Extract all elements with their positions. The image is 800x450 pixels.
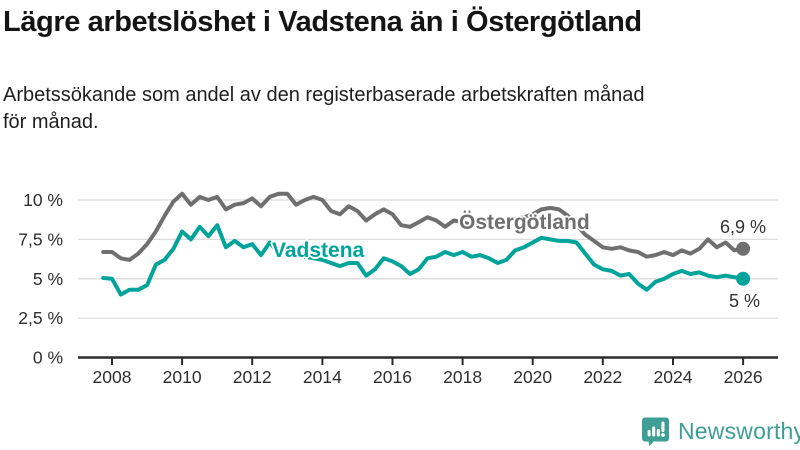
- newsworthy-wordmark: Newsworthy: [678, 418, 800, 444]
- newsworthy-chart-bubble-icon: [642, 417, 669, 447]
- svg-text:10 %: 10 %: [23, 190, 63, 210]
- subtitle-line-2: för månad.: [3, 111, 99, 133]
- chart-subtitle: Arbetssökande som andel av den registerb…: [3, 82, 645, 136]
- svg-text:2024: 2024: [654, 367, 693, 387]
- page-title: Lägre arbetslöshet i Vadstena än i Öster…: [3, 6, 642, 38]
- newsworthy-logo: Newsworthy: [641, 416, 800, 447]
- svg-text:2026: 2026: [724, 367, 763, 387]
- end-value-ostergotland: 6,9 %: [719, 217, 766, 237]
- svg-text:2012: 2012: [233, 367, 272, 387]
- subtitle-line-1: Arbetssökande som andel av den registerb…: [3, 84, 645, 106]
- svg-text:2020: 2020: [513, 367, 552, 387]
- end-value-vadstena: 5 %: [728, 291, 760, 311]
- series-label-ostergotland: Östergötland: [459, 211, 590, 234]
- svg-text:2,5 %: 2,5 %: [18, 308, 63, 328]
- svg-text:0 %: 0 %: [33, 348, 63, 368]
- svg-text:2014: 2014: [303, 367, 342, 387]
- svg-text:2008: 2008: [93, 367, 132, 387]
- svg-text:2010: 2010: [163, 367, 202, 387]
- svg-text:2022: 2022: [583, 367, 622, 387]
- svg-text:2016: 2016: [373, 367, 412, 387]
- svg-text:7,5 %: 7,5 %: [18, 229, 63, 249]
- svg-text:5 %: 5 %: [33, 269, 63, 289]
- svg-text:2018: 2018: [443, 367, 482, 387]
- series-label-vadstena: Vadstena: [272, 239, 365, 262]
